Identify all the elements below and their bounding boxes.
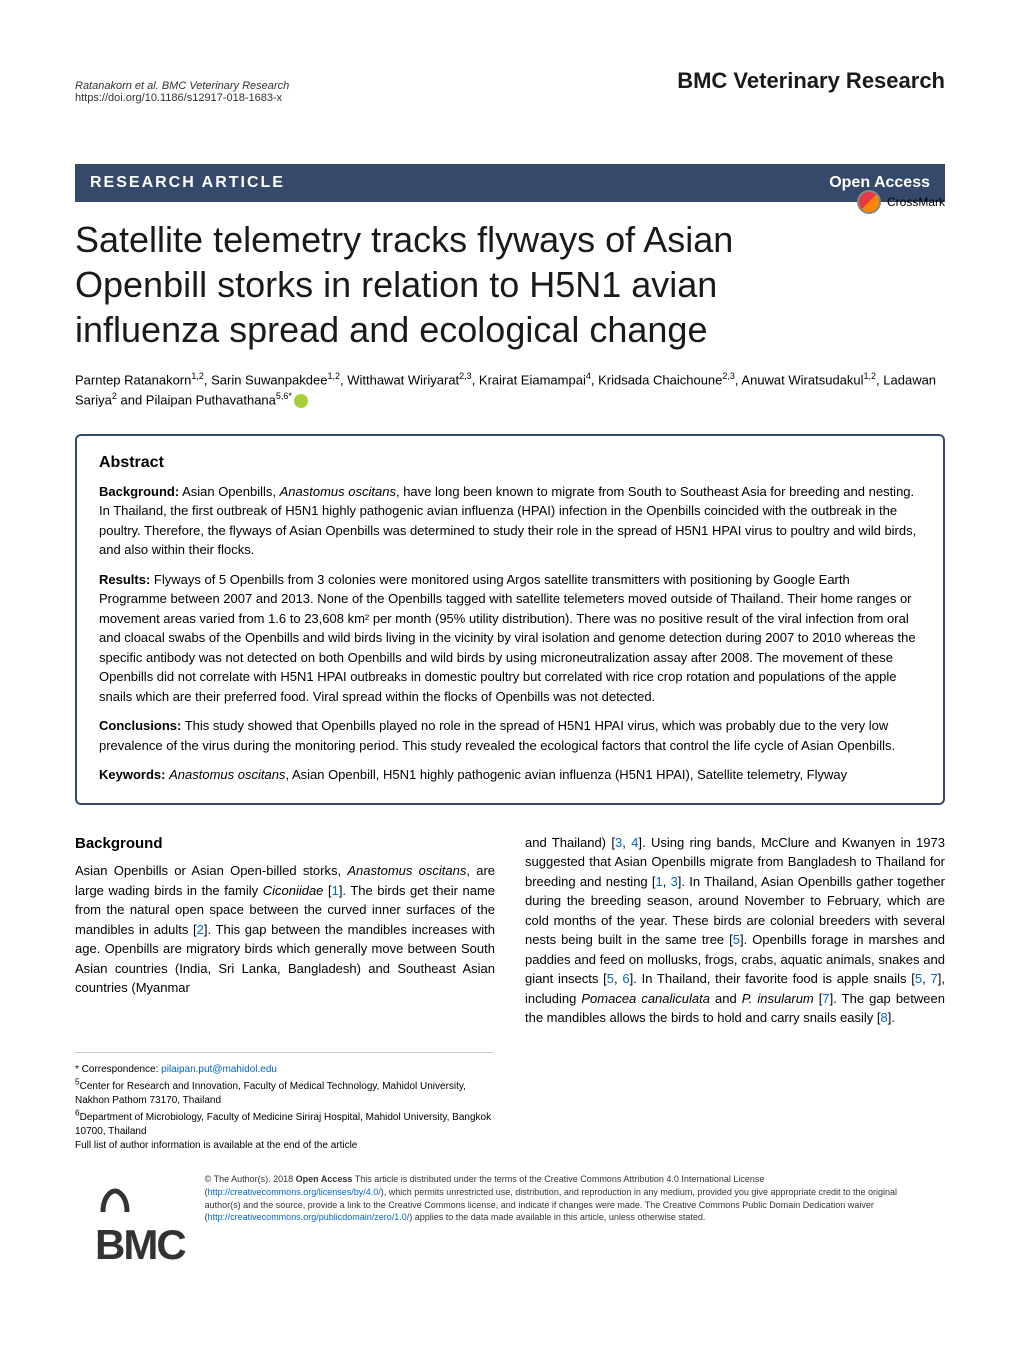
article-title: Satellite telemetry tracks flyways of As… <box>75 217 945 352</box>
correspondence-email[interactable]: pilaipan.put@mahidol.edu <box>161 1064 277 1075</box>
ref-link-5b[interactable]: 5 <box>607 971 614 986</box>
license-open-access: Open Access <box>296 1174 353 1184</box>
abstract-results-text: Flyways of 5 Openbills from 3 colonies w… <box>99 572 916 704</box>
ref-link-1[interactable]: 1 <box>332 883 339 898</box>
abstract-background: Background: Asian Openbills, Anastomus o… <box>99 482 921 560</box>
ref-link-3[interactable]: 3 <box>615 835 622 850</box>
ref-link-6[interactable]: 6 <box>622 971 629 986</box>
body-content: Background Asian Openbills or Asian Open… <box>75 833 945 1028</box>
bmc-logo-text: BMC <box>95 1221 185 1268</box>
ref-link-1b[interactable]: 1 <box>655 874 662 889</box>
background-para-left: Asian Openbills or Asian Open-billed sto… <box>75 861 495 998</box>
license-end: ) applies to the data made available in … <box>409 1212 705 1222</box>
crossmark-badge[interactable]: CrossMark <box>857 190 945 214</box>
article-type-bar: RESEARCH ARTICLE Open Access <box>75 164 945 202</box>
journal-name: BMC Veterinary Research <box>677 68 945 94</box>
author-list: Parntep Ratanakorn1,2, Sarin Suwanpakdee… <box>75 370 945 410</box>
abstract-keywords-text: Anastomus oscitans, Asian Openbill, H5N1… <box>165 767 847 782</box>
article-type-label: RESEARCH ARTICLE <box>90 174 285 192</box>
ref-link-2[interactable]: 2 <box>197 922 204 937</box>
correspondence-block: * Correspondence: pilaipan.put@mahidol.e… <box>75 1052 493 1154</box>
ref-link-7[interactable]: 7 <box>931 971 938 986</box>
abstract-background-label: Background: <box>99 484 179 499</box>
license-prefix: © The Author(s). 2018 <box>205 1174 296 1184</box>
column-left: Background Asian Openbills or Asian Open… <box>75 833 495 1028</box>
abstract-heading: Abstract <box>99 454 921 472</box>
license-text: © The Author(s). 2018 Open Access This a… <box>205 1173 945 1223</box>
affiliation-6: 6Department of Microbiology, Faculty of … <box>75 1112 491 1137</box>
full-author-list-note: Full list of author information is avail… <box>75 1140 357 1151</box>
abstract-results: Results: Flyways of 5 Openbills from 3 c… <box>99 570 921 707</box>
citation-line-1: Ratanakorn et al. BMC Veterinary Researc… <box>75 80 289 92</box>
license-link-1[interactable]: http://creativecommons.org/licenses/by/4… <box>208 1187 381 1197</box>
abstract-box: Abstract Background: Asian Openbills, An… <box>75 434 945 805</box>
orcid-icon[interactable] <box>294 394 308 408</box>
correspondence-label: * Correspondence: <box>75 1064 161 1075</box>
citation-doi: https://doi.org/10.1186/s12917-018-1683-… <box>75 92 282 104</box>
background-heading: Background <box>75 833 495 856</box>
license-section: BMC © The Author(s). 2018 Open Access Th… <box>75 1173 945 1269</box>
affiliation-5: 5Center for Research and Innovation, Fac… <box>75 1081 466 1106</box>
license-link-2[interactable]: http://creativecommons.org/publicdomain/… <box>208 1212 410 1222</box>
abstract-results-label: Results: <box>99 572 150 587</box>
column-right: and Thailand) [3, 4]. Using ring bands, … <box>525 833 945 1028</box>
bmc-logo: BMC <box>75 1173 185 1269</box>
crossmark-icon <box>857 190 881 214</box>
abstract-keywords-label: Keywords: <box>99 767 165 782</box>
background-para-right: and Thailand) [3, 4]. Using ring bands, … <box>525 833 945 1028</box>
abstract-keywords: Keywords: Anastomus oscitans, Asian Open… <box>99 765 921 785</box>
ref-link-7b[interactable]: 7 <box>822 991 829 1006</box>
ref-link-8[interactable]: 8 <box>881 1010 888 1025</box>
crossmark-text: CrossMark <box>887 195 945 209</box>
ref-link-4[interactable]: 4 <box>631 835 638 850</box>
ref-link-3b[interactable]: 3 <box>671 874 678 889</box>
ref-link-5c[interactable]: 5 <box>915 971 922 986</box>
abstract-conclusions: Conclusions: This study showed that Open… <box>99 716 921 755</box>
ref-link-5[interactable]: 5 <box>733 932 740 947</box>
abstract-conclusions-text: This study showed that Openbills played … <box>99 718 895 753</box>
abstract-conclusions-label: Conclusions: <box>99 718 181 733</box>
abstract-background-text: Asian Openbills, Anastomus oscitans, hav… <box>99 484 916 558</box>
